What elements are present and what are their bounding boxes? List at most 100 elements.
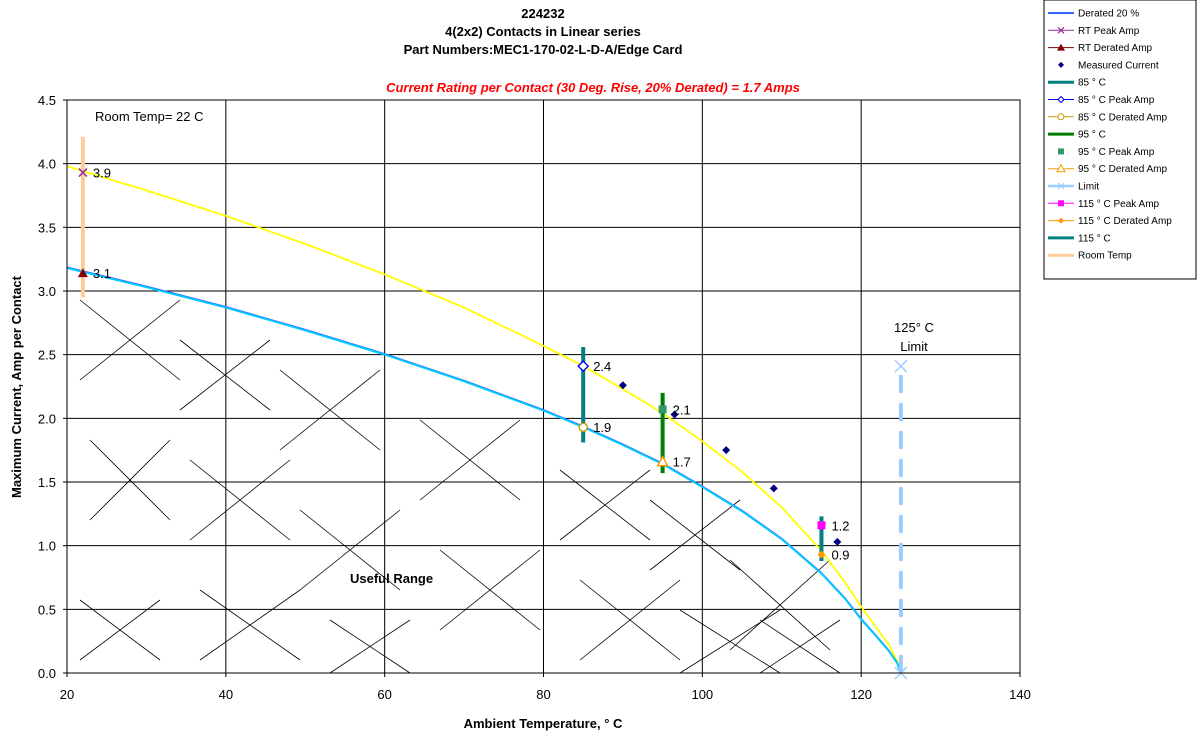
y-tick-label: 4.0 bbox=[38, 157, 56, 172]
y-tick-label: 2.5 bbox=[38, 348, 56, 363]
hatch-line bbox=[579, 579, 681, 661]
hatch-line bbox=[89, 439, 171, 521]
y-tick-label: 4.5 bbox=[38, 93, 56, 108]
hatch-line bbox=[419, 419, 521, 501]
curve-peak-amp bbox=[66, 165, 902, 674]
point-rt-peak-amp bbox=[78, 168, 88, 178]
point-85-c-derated-amp bbox=[578, 422, 588, 432]
data-label: 3.9 bbox=[93, 166, 111, 181]
legend-item: 85 ° C Derated Amp bbox=[1048, 112, 1167, 123]
hatch-line bbox=[649, 499, 741, 571]
y-tick-label: 1.5 bbox=[38, 475, 56, 490]
point-measured-current bbox=[722, 446, 731, 455]
hatch-line bbox=[299, 509, 401, 591]
hatch-line bbox=[559, 469, 651, 541]
legend-item: RT Derated Amp bbox=[1048, 43, 1153, 54]
legend-item: 95 ° C Peak Amp bbox=[1058, 147, 1155, 158]
y-tick-label: 2.0 bbox=[38, 411, 56, 426]
point-95-c-derated-amp bbox=[656, 455, 669, 467]
legend-label: 115 ° C bbox=[1078, 233, 1111, 244]
legend-item: 115 ° C Peak Amp bbox=[1048, 199, 1160, 210]
data-label: 1.2 bbox=[831, 518, 849, 533]
hatch-line bbox=[79, 299, 181, 381]
point-measured-current bbox=[833, 537, 842, 546]
legend-marker bbox=[1057, 182, 1065, 190]
data-labels: 3.9 3.1 2.4 1.9 2.1 1.7 1.2 0.9 bbox=[93, 166, 850, 563]
legend-label: RT Derated Amp bbox=[1078, 43, 1153, 54]
hatch-line bbox=[329, 619, 411, 674]
x-tick-label: 40 bbox=[219, 687, 233, 702]
point-rt-derated-amp bbox=[77, 268, 88, 278]
data-label: 0.9 bbox=[831, 548, 849, 563]
x-tick-label: 20 bbox=[60, 687, 74, 702]
y-axis-ticks: 0.0 0.5 1.0 1.5 2.0 2.5 3.0 3.5 4.0 4.5 bbox=[38, 93, 67, 681]
data-label: 1.9 bbox=[593, 420, 611, 435]
hatch-line bbox=[79, 599, 161, 661]
legend-marker bbox=[1058, 217, 1064, 224]
y-tick-label: 0.5 bbox=[38, 602, 56, 617]
x-axis-ticks: 20 40 60 80 100 120 140 bbox=[60, 673, 1031, 702]
hatch-line bbox=[759, 619, 841, 674]
legend-marker bbox=[1057, 26, 1065, 34]
legend-label: 85 ° C Derated Amp bbox=[1078, 112, 1167, 123]
legend-item: 85 ° C Peak Amp bbox=[1048, 95, 1155, 106]
legend-box bbox=[1043, 0, 1197, 280]
legend-label: Derated 20 % bbox=[1078, 9, 1139, 20]
y-tick-label: 3.0 bbox=[38, 284, 56, 299]
x-tick-label: 140 bbox=[1009, 687, 1031, 702]
legend-label: Measured Current bbox=[1078, 60, 1159, 71]
point-115-c-derated-amp bbox=[817, 550, 826, 559]
legend-marker bbox=[1057, 113, 1065, 121]
y-tick-label: 3.5 bbox=[38, 220, 56, 235]
legend-item: 85 ° C bbox=[1048, 78, 1106, 89]
room-temp-annotation: Room Temp= 22 C bbox=[95, 109, 204, 124]
chart-title-line-2: 4(2x2) Contacts in Linear series bbox=[445, 24, 641, 39]
point-95-c-peak-amp bbox=[658, 405, 667, 414]
hatch-line bbox=[279, 369, 381, 451]
point-measured-current bbox=[670, 410, 679, 419]
hatch-line bbox=[729, 559, 831, 651]
data-label: 2.4 bbox=[593, 359, 611, 374]
legend-label: 95 ° C Derated Amp bbox=[1078, 164, 1167, 175]
legend-item: 95 ° C Derated Amp bbox=[1048, 163, 1167, 175]
legend-item: 95 ° C bbox=[1048, 130, 1106, 141]
legend-label: Limit bbox=[1078, 182, 1099, 193]
x-tick-label: 80 bbox=[536, 687, 550, 702]
data-points bbox=[77, 168, 908, 680]
useful-range-label: Useful Range bbox=[350, 571, 433, 586]
x-tick-label: 120 bbox=[850, 687, 872, 702]
legend-item: Measured Current bbox=[1058, 60, 1159, 71]
legend-label: RT Peak Amp bbox=[1078, 26, 1140, 37]
x-axis-title: Ambient Temperature, ° C bbox=[464, 716, 623, 731]
curves bbox=[66, 165, 902, 674]
point-measured-current bbox=[769, 484, 778, 493]
legend-marker bbox=[1058, 148, 1064, 155]
legend-label: 95 ° C Peak Amp bbox=[1078, 147, 1155, 158]
hatch-line bbox=[199, 589, 301, 661]
legend-label: 85 ° C bbox=[1078, 78, 1106, 89]
hatch-line bbox=[439, 549, 541, 631]
limit-annotation-line-2: Limit bbox=[900, 339, 928, 354]
legend-label: 95 ° C bbox=[1078, 130, 1106, 141]
data-label: 2.1 bbox=[673, 402, 691, 417]
y-tick-label: 0.0 bbox=[38, 666, 56, 681]
legend-marker bbox=[1056, 163, 1066, 173]
point-measured-current bbox=[618, 381, 627, 390]
useful-range-hatch bbox=[79, 299, 841, 674]
legend: Derated 20 % RT Peak Amp RT Derated Amp Mea… bbox=[1043, 0, 1197, 280]
chart-title-line-1: 224232 bbox=[521, 6, 564, 21]
legend-item: Derated 20 % bbox=[1048, 9, 1139, 20]
x-tick-label: 100 bbox=[691, 687, 713, 702]
legend-label: 115 ° C Derated Amp bbox=[1078, 216, 1172, 227]
legend-marker bbox=[1058, 200, 1064, 207]
hatch-line bbox=[179, 339, 271, 411]
chart-subtitle: Current Rating per Contact (30 Deg. Rise… bbox=[386, 80, 800, 95]
legend-item: Limit bbox=[1048, 182, 1099, 193]
data-label: 3.1 bbox=[93, 266, 111, 281]
y-tick-label: 1.0 bbox=[38, 539, 56, 554]
legend-item: RT Peak Amp bbox=[1048, 26, 1140, 37]
plot-area: 3.9 3.1 2.4 1.9 2.1 1.7 1.2 0.9 bbox=[66, 99, 1021, 680]
limit-annotation-line-1: 125° C bbox=[894, 320, 934, 335]
data-label: 1.7 bbox=[673, 455, 691, 470]
